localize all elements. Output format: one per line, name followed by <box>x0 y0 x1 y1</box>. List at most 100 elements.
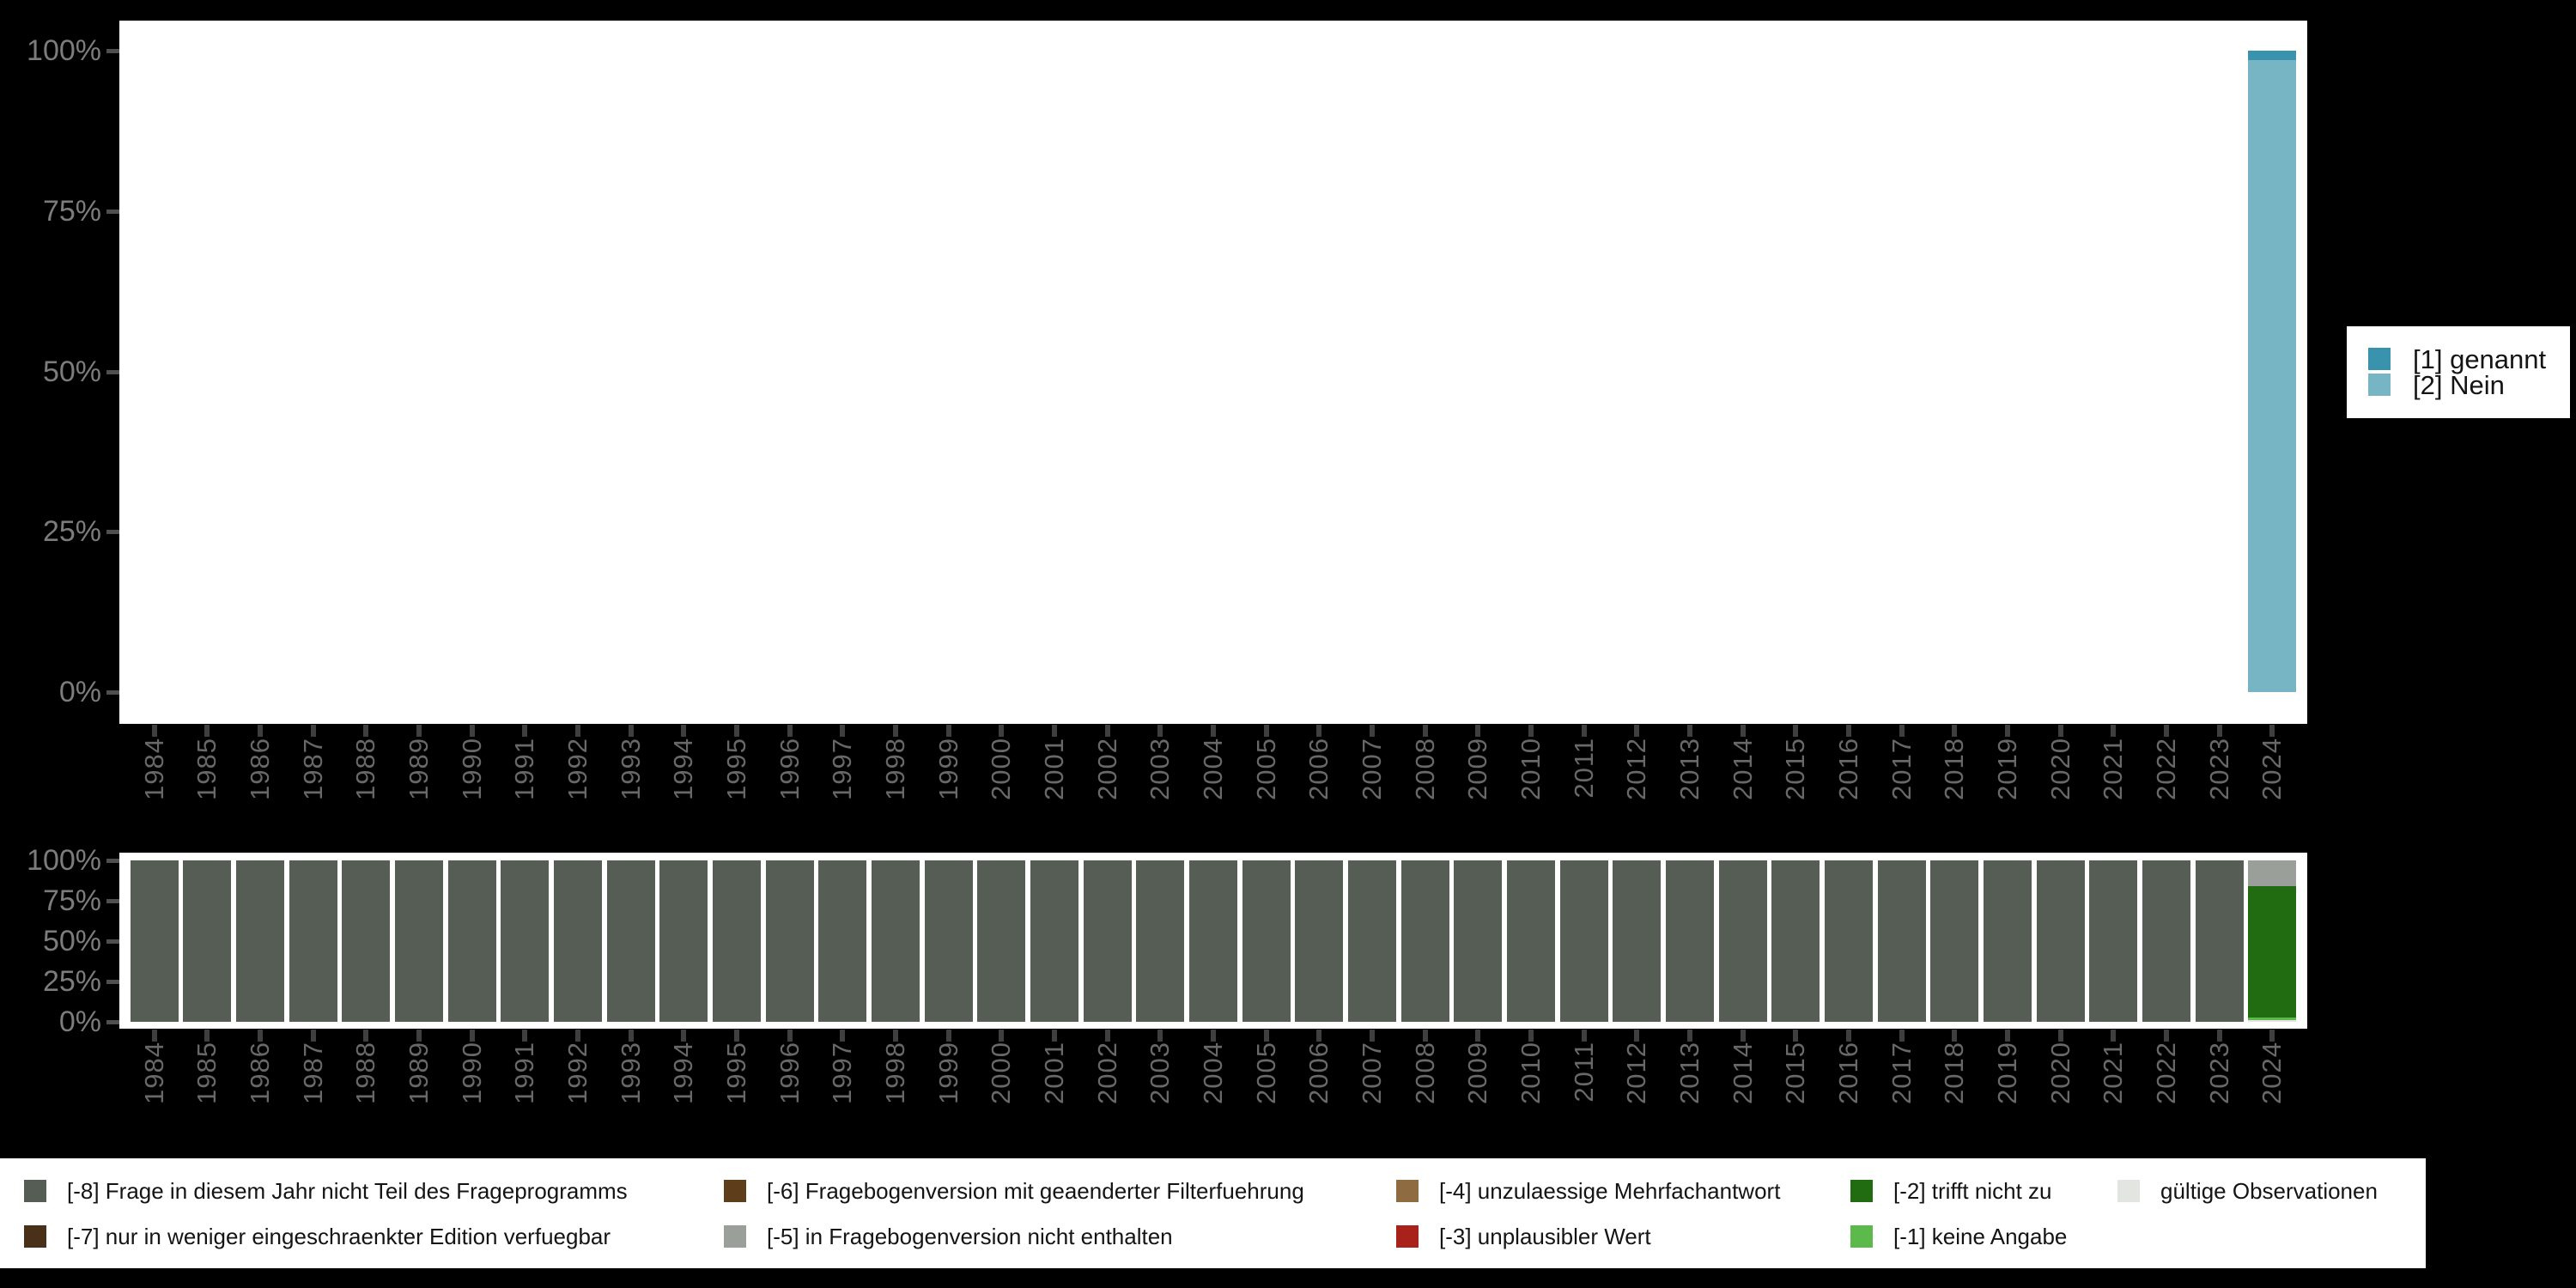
x-tick <box>363 1030 369 1042</box>
legend-swatch <box>1850 1180 1873 1202</box>
bar-segment <box>2248 886 2297 1018</box>
x-tick-label: 1996 <box>774 1042 805 1104</box>
x-tick-label: 2001 <box>1039 1042 1070 1104</box>
y-tick <box>106 49 119 53</box>
x-tick <box>310 1030 316 1042</box>
x-tick <box>151 725 157 737</box>
x-tick-label: 1984 <box>138 738 169 800</box>
x-tick <box>945 725 951 737</box>
x-tick-label: 2007 <box>1356 1042 1387 1104</box>
x-tick-label: 2014 <box>1727 738 1758 800</box>
y-tick <box>106 369 119 374</box>
x-tick <box>1475 1030 1481 1042</box>
y-tick-label: 75% <box>42 194 101 228</box>
x-tick-label: 1988 <box>350 738 381 800</box>
x-tick-label: 1995 <box>721 738 752 800</box>
bar-segment <box>765 860 814 1022</box>
x-tick <box>2163 1030 2169 1042</box>
x-tick-label: 2018 <box>1939 1042 1970 1104</box>
top-chart-panel <box>119 21 2307 724</box>
x-tick <box>681 725 687 737</box>
x-tick-label: 2020 <box>2044 738 2075 800</box>
legend-right: [1] genannt [2] Nein <box>2347 326 2570 418</box>
x-tick-label: 2020 <box>2044 1042 2075 1104</box>
bar-segment <box>1930 860 1979 1022</box>
y-tick-label: 100% <box>27 844 101 877</box>
x-tick <box>416 725 422 737</box>
x-tick <box>999 1030 1005 1042</box>
x-tick-label: 1985 <box>191 1042 222 1104</box>
x-tick <box>999 725 1005 737</box>
x-tick <box>1845 1030 1851 1042</box>
x-tick-label: 1999 <box>933 738 963 800</box>
bar-segment <box>606 860 655 1022</box>
x-tick <box>1528 725 1534 737</box>
x-tick-label: 2000 <box>986 738 1017 800</box>
bar-segment <box>447 860 496 1022</box>
x-tick-label: 1995 <box>721 1042 752 1104</box>
x-tick <box>1952 725 1958 737</box>
x-tick-label: 2006 <box>1303 738 1334 800</box>
x-tick <box>1052 725 1058 737</box>
x-tick-label: 2005 <box>1250 738 1281 800</box>
x-tick-label: 2007 <box>1356 738 1387 800</box>
bar-segment <box>977 860 1026 1022</box>
x-tick-label: 2003 <box>1145 1042 1176 1104</box>
x-tick <box>734 1030 740 1042</box>
x-tick-label: 2001 <box>1039 738 1070 800</box>
y-tick-label: 25% <box>42 515 101 549</box>
x-tick-label: 1993 <box>615 738 646 800</box>
legend-item-label: [-4] unzulaessige Mehrfachantwort <box>1439 1178 1781 1204</box>
x-tick <box>1369 1030 1375 1042</box>
x-tick <box>1528 1030 1534 1042</box>
x-tick-label: 1991 <box>509 738 540 800</box>
x-tick <box>1899 1030 1905 1042</box>
x-tick <box>2269 1030 2275 1042</box>
x-tick-label: 2000 <box>986 1042 1017 1104</box>
y-tick-label: 50% <box>42 925 101 957</box>
x-tick-label: 2024 <box>2257 1042 2287 1104</box>
x-tick-label: 1997 <box>827 738 858 800</box>
legend-bottom: [-8] Frage in diesem Jahr nicht Teil des… <box>0 1158 2426 1268</box>
x-tick-label: 2023 <box>2203 1042 2234 1104</box>
x-tick-label: 1996 <box>774 738 805 800</box>
x-tick <box>1369 725 1375 737</box>
x-tick <box>1422 1030 1428 1042</box>
x-tick <box>1793 725 1799 737</box>
x-tick-label: 2005 <box>1250 1042 1281 1104</box>
bar-segment <box>872 860 920 1022</box>
bar-segment <box>1983 860 2032 1022</box>
x-tick <box>258 725 264 737</box>
x-tick <box>1316 725 1322 737</box>
x-tick <box>2004 725 2010 737</box>
x-tick-label: 2019 <box>1991 738 2022 800</box>
x-tick <box>416 1030 422 1042</box>
bar-segment <box>501 860 550 1022</box>
x-tick-label: 1984 <box>138 1042 169 1104</box>
y-tick-label: 0% <box>58 676 101 708</box>
x-tick <box>628 1030 634 1042</box>
y-tick-label: 50% <box>42 355 101 388</box>
x-tick-label: 2015 <box>1780 1042 1811 1104</box>
x-tick <box>2163 725 2169 737</box>
legend-swatch <box>24 1180 46 1202</box>
x-tick <box>2269 725 2275 737</box>
x-tick <box>628 725 634 737</box>
x-tick <box>310 725 316 737</box>
x-tick-label: 1990 <box>456 738 487 800</box>
x-tick <box>469 1030 475 1042</box>
x-tick-label: 2014 <box>1727 1042 1758 1104</box>
x-tick <box>945 1030 951 1042</box>
x-tick <box>204 725 210 737</box>
x-tick-label: 2019 <box>1991 1042 2022 1104</box>
bar-segment <box>1613 860 1662 1022</box>
x-tick-label: 1988 <box>350 1042 381 1104</box>
bar-segment <box>2248 1018 2297 1021</box>
legend-swatch <box>724 1180 746 1202</box>
x-tick <box>258 1030 264 1042</box>
x-tick <box>2057 1030 2063 1042</box>
y-tick-label: 100% <box>27 34 101 67</box>
x-tick <box>681 1030 687 1042</box>
legend-swatch <box>1396 1225 1419 1248</box>
legend-item-label: [-7] nur in weniger eingeschraenkter Edi… <box>67 1224 611 1249</box>
